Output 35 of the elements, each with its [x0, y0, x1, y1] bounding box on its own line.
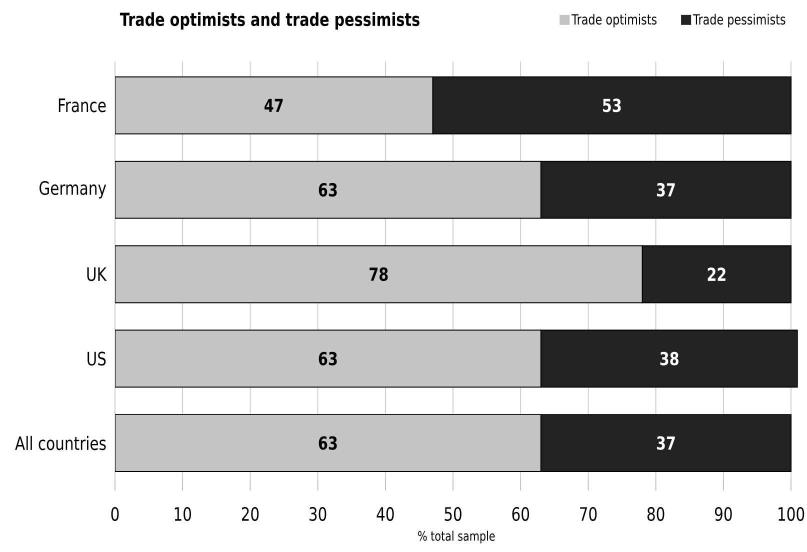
x-tick-label: 10: [174, 507, 192, 521]
x-tick-label: 90: [714, 507, 732, 521]
bar: [432, 76, 792, 134]
data-label: 38: [660, 352, 678, 366]
x-tick-label: 0: [111, 507, 119, 521]
x-tick-label: 40: [376, 507, 394, 521]
bar: [540, 330, 798, 388]
y-tick-label: All countries: [15, 436, 106, 450]
legend-label: Trade pessimists: [693, 14, 786, 28]
bar: [540, 414, 792, 472]
bar: [540, 160, 792, 219]
y-tick-label: France: [58, 98, 106, 112]
data-label: 37: [656, 436, 675, 450]
x-tick-label: 80: [647, 507, 664, 521]
x-tick-label: 30: [310, 507, 326, 521]
data-label: 37: [656, 183, 675, 197]
y-tick-label: UK: [87, 267, 107, 282]
legend-label: Trade optimists: [572, 14, 657, 28]
bar: [642, 245, 792, 304]
x-tick-label: 20: [242, 507, 259, 521]
data-label: 53: [603, 98, 621, 112]
y-tick-label: US: [88, 352, 106, 366]
data-label: 63: [318, 183, 337, 197]
chart-title: Trade optimists and trade pessimists: [120, 12, 420, 30]
data-label: 63: [318, 436, 337, 450]
x-tick-label: 60: [512, 507, 530, 521]
y-tick-label: Germany: [40, 181, 106, 199]
data-label: 63: [318, 352, 337, 366]
data-label: 22: [708, 268, 726, 281]
x-axis-title: % total sample: [418, 530, 495, 544]
x-tick-label: 50: [444, 507, 462, 521]
data-label: 47: [264, 98, 283, 112]
data-label: 78: [370, 267, 388, 281]
x-tick-label: 70: [580, 507, 597, 521]
x-tick-label: 100: [778, 507, 804, 521]
